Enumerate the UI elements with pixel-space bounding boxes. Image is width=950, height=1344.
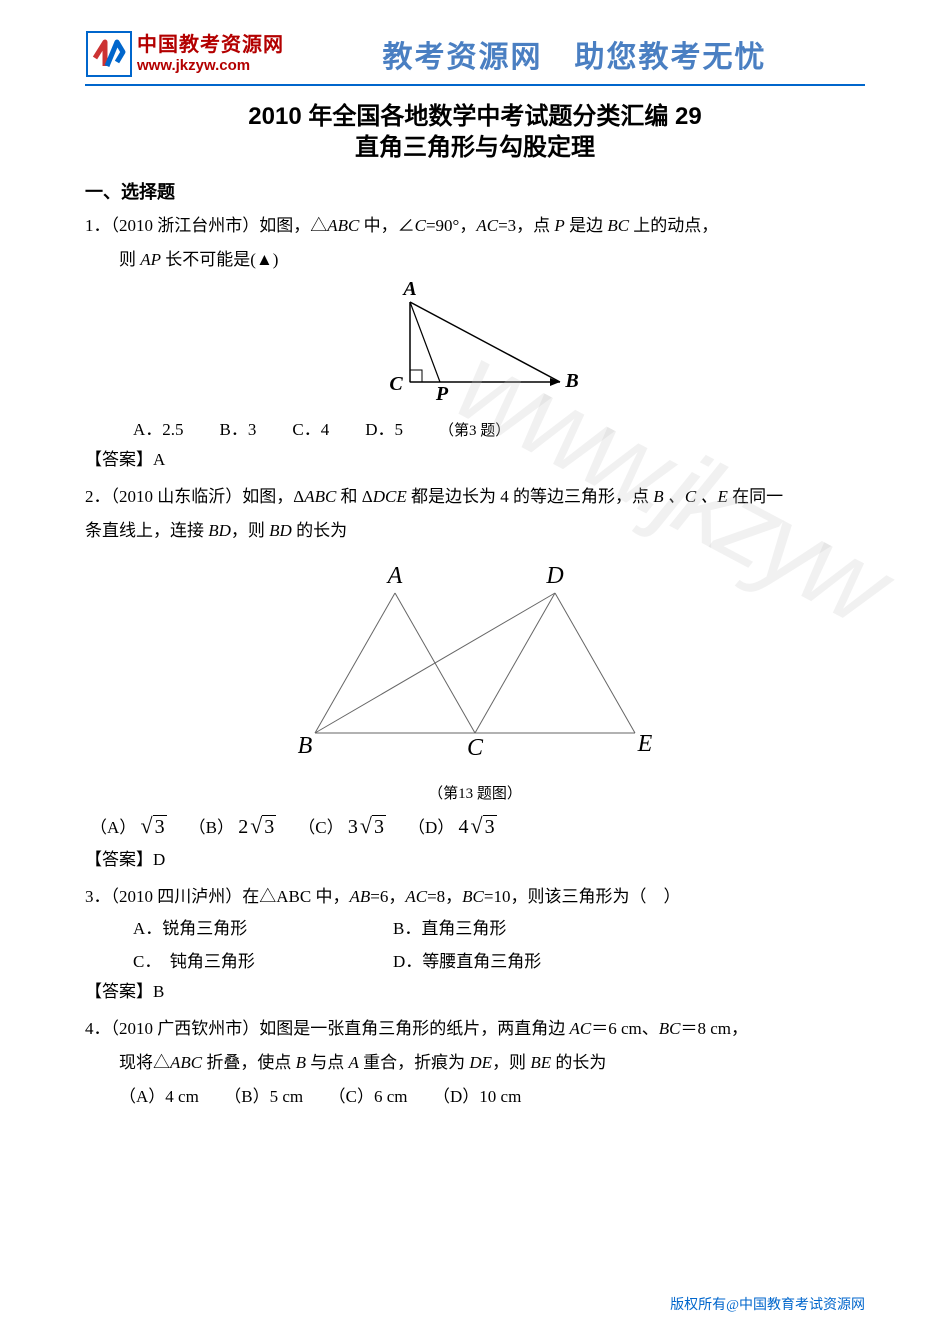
q4-options: （A）4 cm （B）5 cm （C）6 cm （D）10 cm <box>85 1080 865 1114</box>
q3-stem: 3．（2010 四川泸州）在△ABC 中，AB=6，AC=8，BC=10，则该三… <box>85 880 865 914</box>
q1-figure: A C P B <box>85 282 865 407</box>
svg-text:A: A <box>401 282 416 300</box>
svg-text:B: B <box>564 370 578 392</box>
title-line2: 直角三角形与勾股定理 <box>85 132 865 163</box>
page-header: 中国教考资源网 www.jkzyw.com 教考资源网 助您教考无忧 <box>85 30 865 86</box>
svg-text:P: P <box>435 383 449 402</box>
q1-answer: 【答案】A <box>85 445 865 470</box>
banner-text: 教考资源网 助您教考无忧 <box>284 32 865 76</box>
page-title: 2010 年全国各地数学中考试题分类汇编 29 直角三角形与勾股定理 <box>85 101 865 163</box>
q2-stem: 2．（2010 山东临沂）如图，ΔABC 和 ΔDCE 都是边长为 4 的等边三… <box>85 480 865 514</box>
q2-optD: （D） 4√3 <box>408 813 497 839</box>
q1-options-row: A．2.5 B．3 C．4 D．5 （第3 题） <box>85 415 865 440</box>
q4-optC: （C）6 cm <box>337 1087 407 1106</box>
q1-stem-line2: 则 AP 长不可能是(▲) <box>85 243 865 277</box>
svg-text:B: B <box>298 733 313 759</box>
title-line1: 2010 年全国各地数学中考试题分类汇编 29 <box>85 101 865 132</box>
q3-optB: B．直角三角形 <box>393 914 653 939</box>
svg-text:C: C <box>389 373 403 395</box>
q2-options: （A） √3 （B） 2√3 （C） 3√3 （D） 4√3 <box>85 813 865 839</box>
svg-text:C: C <box>467 735 484 761</box>
svg-text:D: D <box>545 563 563 589</box>
logo-icon <box>85 30 133 78</box>
q3-answer: 【答案】B <box>85 977 865 1002</box>
q1-optD: D．5 <box>365 415 403 440</box>
q1-optA: A．2.5 <box>133 415 184 440</box>
q2-optA: （A） √3 <box>90 813 167 838</box>
q4-stem-line2: 现将△ABC 折叠，使点 B 与点 A 重合，折痕为 DE，则 BE 的长为 <box>85 1046 865 1080</box>
q1-optB: B．3 <box>220 415 257 440</box>
svg-text:E: E <box>637 731 653 757</box>
logo-cn-text: 中国教考资源网 <box>137 33 284 57</box>
q2-stem-line2: 条直线上，连接 BD，则 BD 的长为 <box>85 514 865 548</box>
logo: 中国教考资源网 www.jkzyw.com <box>85 30 284 78</box>
q2-answer: 【答案】D <box>85 845 865 870</box>
logo-url-text: www.jkzyw.com <box>137 57 284 75</box>
q3-optC: C． 钝角三角形 <box>133 947 393 972</box>
footer-copyright: 版权所有@中国教育考试资源网 <box>85 1294 865 1314</box>
q4-stem: 4．（2010 广西钦州市）如图是一张直角三角形的纸片，两直角边 AC＝6 cm… <box>85 1012 865 1046</box>
q2-figure: A D B C E （第13 题图） <box>85 553 865 803</box>
q3-optA: A．锐角三角形 <box>133 914 393 939</box>
q2-optC: （C） 3√3 <box>298 813 386 839</box>
svg-text:A: A <box>386 563 403 589</box>
section-heading: 一、选择题 <box>85 178 865 204</box>
q1-stem: 1．（2010 浙江台州市）如图，△ABC 中，∠C=90°，AC=3，点 P … <box>85 209 865 243</box>
q2-optB: （B） 2√3 <box>189 813 277 839</box>
q3-options: A．锐角三角形 B．直角三角形 C． 钝角三角形 D．等腰直角三角形 <box>133 914 865 972</box>
q1-caption: （第3 题） <box>439 419 510 440</box>
q4-optA: （A）4 cm <box>119 1087 199 1106</box>
q4-optB: （B）5 cm <box>233 1087 303 1106</box>
q4-optD: （D）10 cm <box>442 1087 522 1106</box>
q3-optD: D．等腰直角三角形 <box>393 947 653 972</box>
q2-caption: （第13 题图） <box>85 782 865 803</box>
q1-optC: C．4 <box>292 415 329 440</box>
